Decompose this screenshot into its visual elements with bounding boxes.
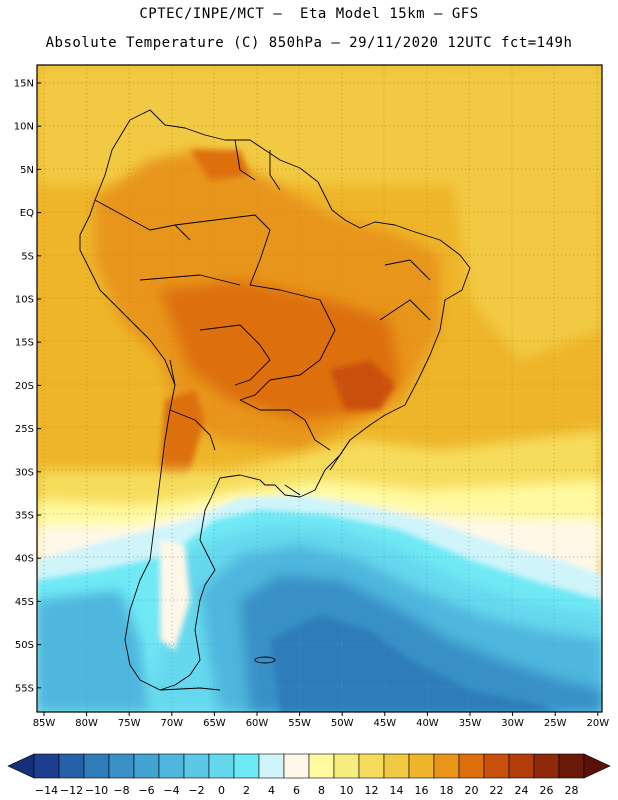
colorbar-swatch — [83, 753, 110, 779]
colorbar-label: −10 — [85, 784, 108, 797]
lon-label: 40W — [416, 718, 439, 729]
map-title-line1: CPTEC/INPE/MCT – Eta Model 15km – GFS — [139, 6, 479, 22]
colorbar-swatch — [558, 753, 585, 779]
lat-label: 5S — [21, 251, 34, 262]
colorbar-swatch — [258, 753, 285, 779]
coastlines — [79, 109, 471, 691]
lon-label: 50W — [331, 718, 354, 729]
lat-label: 5N — [20, 165, 34, 176]
longitude-axis: 85W 80W 75W 70W 65W 60W 55W 50W 45W 40W 35W 30W 25W 2… — [33, 712, 609, 729]
lon-label: 30W — [501, 718, 524, 729]
colorbar-label: 20 — [465, 784, 479, 797]
lat-label: 15S — [15, 338, 34, 349]
lon-label: 20W — [586, 718, 609, 729]
lon-label: 80W — [75, 718, 98, 729]
lat-label: 45S — [15, 597, 34, 608]
colorbar-swatch — [33, 753, 60, 779]
colorbar-label: −12 — [60, 784, 83, 797]
colorbar-label: 0 — [218, 784, 225, 797]
lon-label: 60W — [246, 718, 269, 729]
colorbar-label: 24 — [515, 784, 529, 797]
lat-label: 20S — [15, 381, 34, 392]
colorbar-label: 6 — [293, 784, 300, 797]
colorbar-label: 2 — [243, 784, 250, 797]
lat-label: 10S — [15, 295, 34, 306]
lat-label: 15N — [14, 79, 34, 90]
lat-label: 10N — [14, 122, 34, 133]
colorbar-label: 16 — [415, 784, 429, 797]
colorbar-swatch — [233, 753, 260, 779]
colorbar-swatch — [508, 753, 535, 779]
colorbar-label: 8 — [318, 784, 325, 797]
colorbar-swatch — [208, 753, 235, 779]
lat-label: 30S — [15, 467, 34, 478]
colorbar-swatch — [108, 753, 135, 779]
lon-label: 70W — [160, 718, 183, 729]
lon-label: 45W — [373, 718, 396, 729]
map-title-line2: Absolute Temperature (C) 850hPa – 29/11/… — [45, 35, 573, 51]
colorbar-swatch — [433, 753, 460, 779]
lat-label: EQ — [20, 208, 34, 219]
colorbar-swatch — [158, 753, 185, 779]
colorbar-swatch — [533, 753, 560, 779]
colorbar-label: 12 — [365, 784, 379, 797]
colorbar-label: −2 — [188, 784, 204, 797]
colorbar-low-arrow — [7, 753, 35, 779]
temperature-field — [37, 65, 602, 712]
colorbar-label: −4 — [163, 784, 179, 797]
colorbar-swatch — [383, 753, 410, 779]
colorbar-label: 26 — [540, 784, 554, 797]
lat-label: 55S — [15, 683, 34, 694]
colorbar-swatch — [333, 753, 360, 779]
colorbar-label: 28 — [565, 784, 579, 797]
colorbar-swatch — [483, 753, 510, 779]
colorbar-label: 10 — [340, 784, 354, 797]
colorbar-label: 18 — [440, 784, 454, 797]
colorbar-swatch — [133, 753, 160, 779]
colorbar-high-arrow — [583, 753, 611, 779]
colorbar-swatch — [58, 753, 85, 779]
colorbar-label: 4 — [268, 784, 275, 797]
colorbar-label: −6 — [138, 784, 154, 797]
colorbar-swatch — [458, 753, 485, 779]
colorbar-swatch — [408, 753, 435, 779]
latitude-axis: 15N 10N 5N EQ 5S 10S 15S 20S 25S 30S 35S 40S 45S 50S 5… — [14, 79, 41, 694]
colorbar-swatch — [358, 753, 385, 779]
map-frame — [36, 64, 603, 713]
lat-label: 35S — [15, 511, 34, 522]
lon-label: 65W — [203, 718, 226, 729]
colorbar-swatch — [283, 753, 310, 779]
colorbar-label: 22 — [490, 784, 504, 797]
lat-label: 40S — [15, 554, 34, 565]
colorbar-swatch — [308, 753, 335, 779]
colorbar-label: 14 — [390, 784, 404, 797]
lon-label: 85W — [33, 718, 56, 729]
colorbar-label: −14 — [35, 784, 58, 797]
colorbar: −14 −12 −10 −8 −6 −4 −2 0 2 4 6 8 10 12 14 16 18 20 22 24 26… — [7, 753, 611, 797]
lat-label: 25S — [15, 424, 34, 435]
colorbar-swatch — [183, 753, 210, 779]
lat-label: 50S — [15, 640, 34, 651]
lon-label: 35W — [459, 718, 482, 729]
lon-label: 25W — [544, 718, 567, 729]
lon-label: 75W — [118, 718, 141, 729]
colorbar-label: −8 — [113, 784, 129, 797]
lon-label: 55W — [288, 718, 311, 729]
